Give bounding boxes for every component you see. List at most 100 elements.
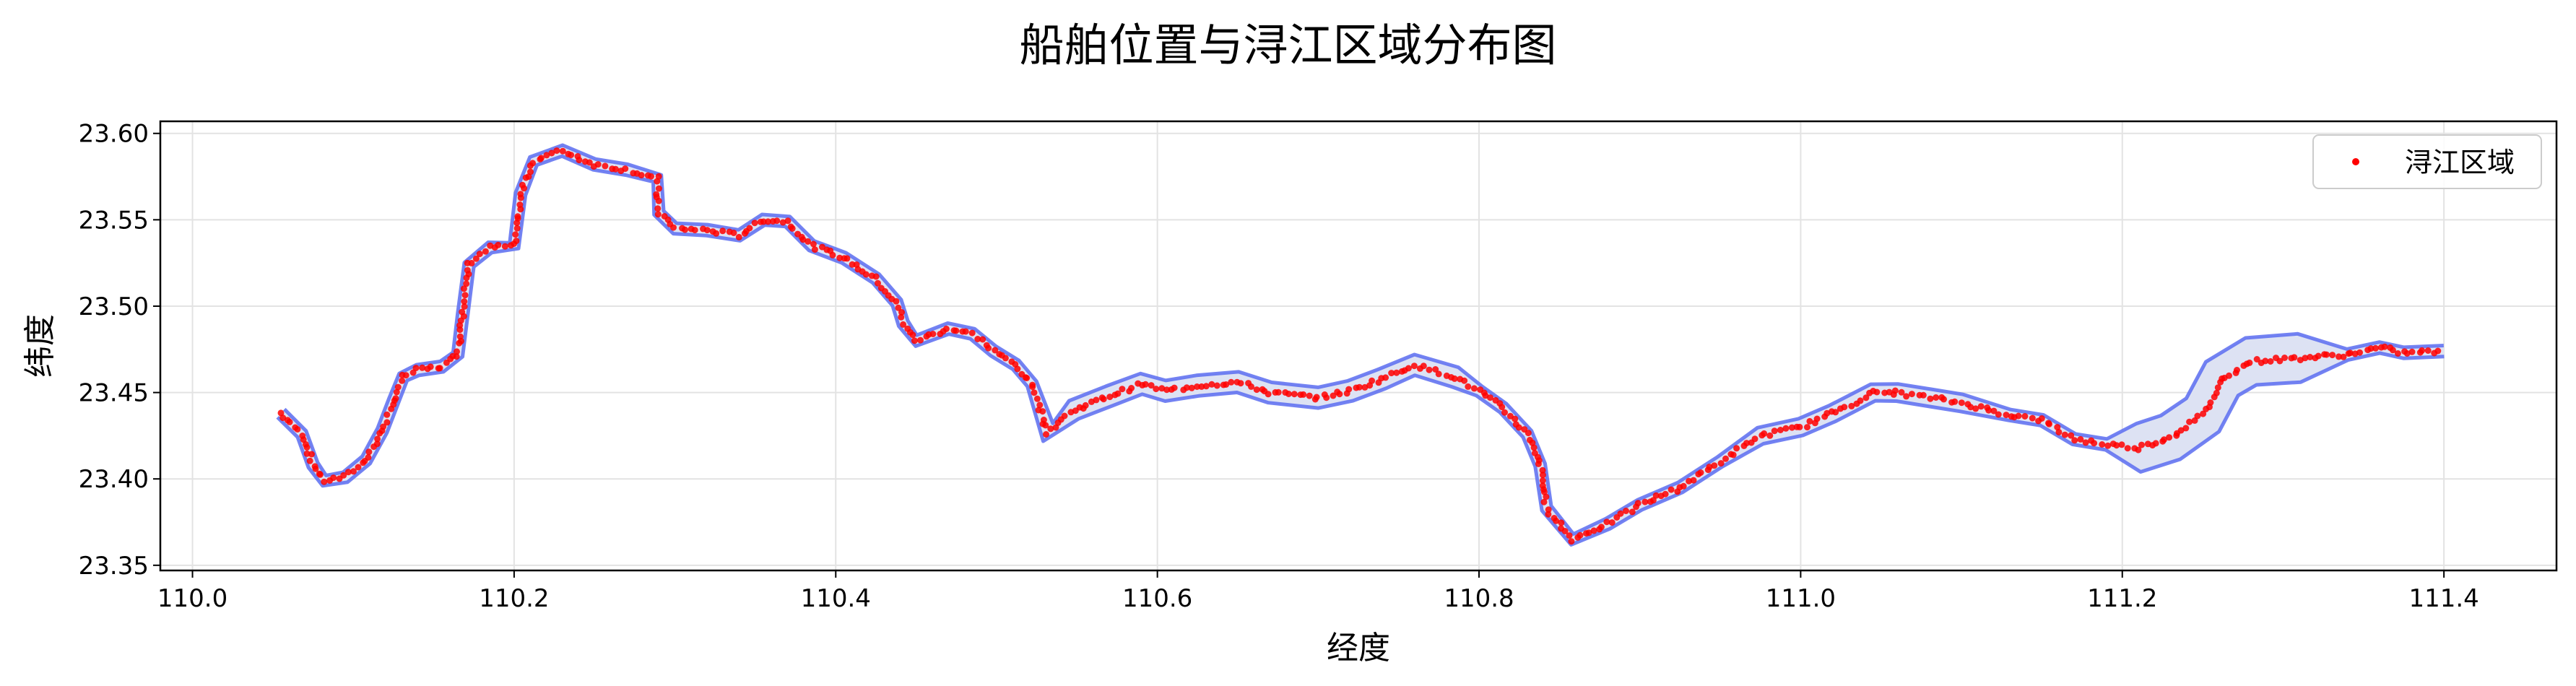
ship-point (1662, 490, 1669, 498)
ship-point (1163, 386, 1171, 394)
ship-point (1566, 532, 1573, 539)
ship-point (463, 280, 470, 287)
ship-point (2367, 345, 2375, 352)
x-axis-label: 经度 (1327, 630, 1390, 667)
ship-point (844, 255, 851, 262)
ship-point (1804, 424, 1810, 431)
ship-point (1697, 469, 1704, 476)
ship-point (1543, 493, 1550, 500)
ship-point (2302, 355, 2309, 362)
ship-point (461, 292, 469, 299)
ship-point (2015, 412, 2022, 420)
ship-point (1813, 415, 1821, 422)
ship-point (1300, 391, 1307, 398)
ship-point (1751, 435, 1758, 443)
ship-point (968, 329, 976, 337)
ship-point (862, 271, 869, 278)
ship-point (2104, 442, 2112, 449)
ship-point (1023, 375, 1031, 381)
river-area (276, 143, 2445, 547)
ship-point (495, 241, 502, 248)
ship-point (2152, 440, 2159, 447)
ship-point (1832, 409, 1839, 416)
ship-point (365, 448, 373, 456)
ship-point (2213, 389, 2220, 396)
ship-point (286, 418, 293, 425)
ship-point (810, 240, 817, 248)
chart-title: 船舶位置与浔江区域分布图 (1019, 19, 1557, 71)
ship-point (464, 266, 471, 274)
ship-point (374, 435, 381, 443)
ship-point (1577, 531, 1584, 539)
ship-point (1228, 378, 1235, 386)
ship-point (1501, 409, 1508, 416)
ship-point (2200, 410, 2207, 417)
ship-point (344, 469, 352, 476)
ship-point (1777, 427, 1784, 433)
ship-point (1148, 382, 1155, 389)
ship-point (2291, 354, 2298, 361)
ship-point (1451, 375, 1458, 382)
ship-point (1202, 383, 1210, 390)
ship-point (1183, 384, 1190, 391)
ship-point (394, 383, 402, 391)
ship-point (2234, 367, 2240, 373)
ship-point (1873, 388, 1881, 396)
ship-point (2246, 359, 2253, 366)
ship-point (543, 152, 550, 159)
ship-point (2021, 413, 2029, 420)
ship-point (300, 436, 307, 443)
ship-point (1275, 388, 1282, 396)
ship-point (1253, 386, 1260, 394)
ship-point (1031, 389, 1038, 396)
ship-point (875, 279, 881, 287)
ship-point (1717, 460, 1725, 467)
ship-point (1432, 366, 1439, 373)
ship-point (713, 230, 720, 237)
ship-point (1285, 391, 1292, 397)
ship-point (303, 444, 311, 451)
ship-point (1036, 401, 1044, 409)
ship-point (962, 328, 969, 335)
ship-point (2336, 353, 2342, 360)
ship-point (576, 157, 583, 164)
x-tick-label: 111.0 (1766, 584, 1836, 613)
ship-point (1668, 486, 1675, 493)
ship-point (655, 197, 662, 204)
ship-point (529, 160, 537, 167)
ship-point (2003, 412, 2010, 419)
ship-point (513, 238, 520, 245)
ship-point (2182, 425, 2190, 432)
ship-point (2214, 384, 2221, 391)
legend: 浔江区域 (2312, 134, 2542, 189)
ship-point (2419, 347, 2426, 354)
ship-point (383, 411, 391, 418)
ship-point (1933, 394, 1940, 401)
x-tick-label: 110.4 (801, 584, 871, 613)
ship-point (898, 309, 905, 316)
ship-point (691, 227, 698, 234)
ship-point (829, 251, 836, 259)
ship-point (2113, 442, 2120, 449)
ship-point (1487, 394, 1493, 401)
ship-point (2276, 357, 2284, 365)
ship-point (2161, 436, 2167, 443)
river-fill (277, 145, 2445, 545)
ship-point (456, 333, 464, 340)
ship-point (1248, 383, 1254, 390)
ship-point (895, 304, 902, 311)
x-tick-label: 110.6 (1122, 584, 1192, 613)
ship-point (1603, 518, 1610, 526)
ship-point (482, 248, 489, 255)
ship-point (1711, 462, 1718, 469)
ship-point (2323, 351, 2330, 358)
ship-point (1806, 417, 1813, 425)
ship-point (1039, 408, 1046, 415)
ship-point (514, 213, 521, 220)
ship-point (1857, 397, 1864, 404)
ship-point (1410, 362, 1418, 370)
ship-point (453, 353, 460, 360)
ship-point (1990, 407, 1998, 414)
ship-point (517, 191, 524, 198)
ship-point (312, 465, 319, 472)
